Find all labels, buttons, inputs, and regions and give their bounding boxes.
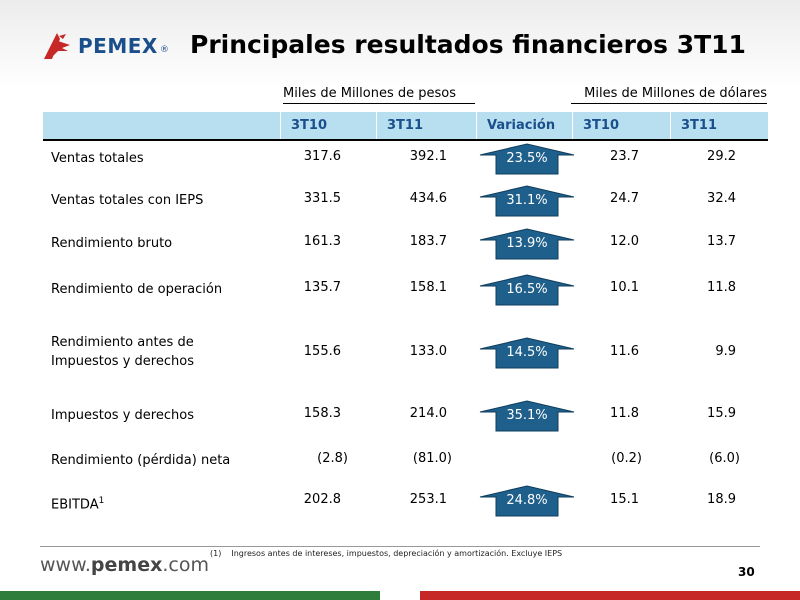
- cell-usd-3t11: 29.2: [707, 149, 736, 164]
- row-label-ventas-totales-ieps: Ventas totales con IEPS: [51, 193, 204, 208]
- row-label-rendimiento-bruto: Rendimiento bruto: [51, 236, 173, 251]
- pemex-logo: PEMEX ®: [40, 28, 169, 64]
- cell-pesos-3t11: 158.1: [409, 280, 447, 295]
- logo-wordmark: PEMEX: [78, 34, 158, 58]
- cell-pesos-3t11: 392.1: [409, 149, 447, 164]
- cell-usd-3t10: 12.0: [610, 234, 639, 249]
- cell-pesos-3t11: 253.1: [409, 492, 447, 507]
- row-label-ebitda: EBITDA1: [51, 496, 105, 513]
- cell-usd-3t10: 24.7: [610, 191, 639, 206]
- page-title: Principales resultados financieros 3T11: [190, 30, 746, 59]
- cell-pesos-3t10: 158.3: [303, 406, 341, 421]
- cell-usd-3t11: 18.9: [707, 492, 736, 507]
- row-label-rendimiento-operacion: Rendimiento de operación: [51, 282, 223, 297]
- cell-pesos-3t11: 214.0: [409, 406, 447, 421]
- cell-pesos-3t10: 331.5: [303, 191, 341, 206]
- footer-divider: [40, 546, 760, 547]
- footnote: (1) Ingresos antes de intereses, impuesto…: [210, 549, 563, 558]
- variation-arrow: 23.5%: [478, 143, 576, 175]
- variation-arrow: 24.8%: [478, 485, 576, 517]
- cell-usd-3t11: 9.9: [715, 344, 736, 359]
- variation-value: 24.8%: [506, 493, 548, 508]
- variation-arrow: 35.1%: [478, 400, 576, 432]
- variation-arrow: 31.1%: [478, 185, 576, 217]
- row-label-ventas-totales: Ventas totales: [51, 151, 144, 166]
- cell-usd-3t10: 10.1: [610, 280, 639, 295]
- variation-value: 23.5%: [506, 151, 548, 166]
- cell-usd-3t10: 23.7: [610, 149, 639, 164]
- col-header-3t10-pesos: 3T10: [280, 112, 376, 139]
- cell-pesos-3t11: 183.7: [409, 234, 447, 249]
- col-header-3t11-usd: 3T11: [670, 112, 768, 139]
- variation-arrow: 13.9%: [478, 228, 576, 260]
- variation-value: 13.9%: [506, 236, 548, 251]
- variation-value: 35.1%: [506, 408, 548, 423]
- variation-value: 31.1%: [506, 193, 548, 208]
- cell-usd-3t10: 15.1: [610, 492, 639, 507]
- cell-pesos-3t11: (81.0): [412, 451, 452, 466]
- cell-usd-3t10: 11.6: [610, 344, 639, 359]
- brand-color-bar: [0, 591, 800, 600]
- group-header-pesos: Miles de Millones de pesos: [283, 86, 475, 104]
- cell-usd-3t11: 32.4: [707, 191, 736, 206]
- variation-arrow: 14.5%: [478, 337, 576, 369]
- row-label-rendimiento-neta: Rendimiento (pérdida) neta: [51, 453, 231, 468]
- cell-usd-3t11: 11.8: [707, 280, 736, 295]
- group-header-usd: Miles de Millones de dólares: [571, 86, 767, 104]
- variation-arrow: 16.5%: [478, 274, 576, 306]
- pemex-eagle-icon: [44, 33, 70, 59]
- cell-pesos-3t10: 202.8: [303, 492, 341, 507]
- cell-pesos-3t11: 434.6: [409, 191, 447, 206]
- table-header: 3T10 3T11 Variación 3T10 3T11: [43, 112, 768, 141]
- cell-usd-3t11: 13.7: [707, 234, 736, 249]
- cell-pesos-3t10: 161.3: [303, 234, 341, 249]
- cell-pesos-3t10: 155.6: [303, 344, 341, 359]
- cell-usd-3t11: 15.9: [707, 406, 736, 421]
- cell-usd-3t10: (0.2): [611, 451, 642, 466]
- cell-usd-3t10: 11.8: [610, 406, 639, 421]
- col-header-variacion: Variación: [476, 112, 572, 139]
- registered-mark: ®: [159, 45, 169, 55]
- cell-pesos-3t11: 133.0: [409, 344, 447, 359]
- website-link[interactable]: www.pemex.com: [40, 554, 209, 576]
- cell-pesos-3t10: (2.8): [317, 451, 348, 466]
- row-label-impuestos-derechos: Impuestos y derechos: [51, 408, 194, 423]
- footnote-marker: 1: [98, 496, 105, 506]
- cell-usd-3t11: (6.0): [709, 451, 740, 466]
- col-header-3t10-usd: 3T10: [572, 112, 670, 139]
- col-header-3t11-pesos: 3T11: [376, 112, 476, 139]
- variation-value: 14.5%: [506, 345, 548, 360]
- row-label-rendimiento-antes-impuestos: Rendimiento antes de Impuestos y derecho…: [51, 335, 194, 369]
- variation-value: 16.5%: [506, 282, 548, 297]
- cell-pesos-3t10: 317.6: [303, 149, 341, 164]
- cell-pesos-3t10: 135.7: [303, 280, 341, 295]
- slide-header: PEMEX ® Principales resultados financier…: [0, 0, 800, 80]
- page-number: 30: [738, 565, 755, 579]
